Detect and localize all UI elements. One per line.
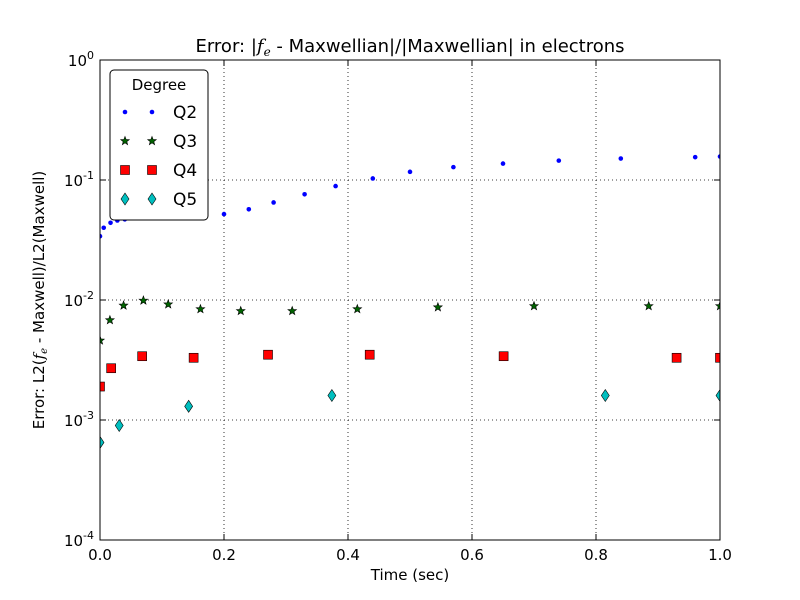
data-point-q4 — [263, 349, 273, 360]
x-axis-label: Time (sec) — [370, 566, 449, 584]
data-point-q2 — [246, 206, 252, 212]
data-point-q2 — [717, 154, 720, 159]
legend-label-q4: Q4 — [173, 161, 197, 181]
data-point-q4 — [188, 352, 199, 363]
legend-marker-q5 — [120, 192, 130, 206]
data-point-q4 — [100, 381, 105, 392]
data-point-q2 — [407, 169, 413, 175]
legend-item-q4: Q4 — [120, 161, 197, 181]
data-point-q2 — [100, 233, 103, 239]
data-point-q5 — [600, 388, 610, 403]
legend-box — [109, 69, 209, 221]
series-q3 — [100, 295, 720, 345]
data-point-q3 — [287, 305, 298, 316]
data-point-q3 — [195, 303, 206, 314]
data-point-q3 — [643, 300, 654, 311]
data-point-q3 — [235, 305, 246, 316]
data-point-q2 — [556, 158, 562, 163]
data-point-q2 — [271, 200, 276, 205]
data-point-q4 — [498, 351, 509, 362]
data-point-q5 — [327, 388, 337, 403]
data-point-q3 — [163, 299, 174, 309]
legend-marker-q4 — [120, 165, 130, 175]
legend-title: Degree — [132, 76, 187, 94]
legend-marker-q2 — [122, 109, 128, 115]
axis-ticks: 0.0 0.2 0.4 0.6 0.8 1.0 10-4 10-3 10-2 10-1 100 — [64, 49, 732, 564]
y-tick-label: 10-3 — [64, 409, 94, 430]
legend: Degree Q2 Q3 Q4 Q5 — [109, 69, 209, 221]
x-tick-label: 0.6 — [460, 546, 484, 564]
data-point-q2 — [221, 211, 227, 217]
data-point-q2 — [101, 225, 107, 231]
y-tick-label: 10-1 — [64, 169, 94, 190]
y-axis-label: Error: L2(fe - Maxwell)/L2(Maxwell) — [30, 171, 50, 430]
legend-marker-q5 — [147, 192, 157, 206]
series-q4 — [100, 349, 720, 392]
legend-items: Q2 Q3 Q4 Q5 — [119, 103, 197, 210]
y-tick-label: 100 — [68, 49, 94, 70]
data-point-q3 — [714, 300, 720, 311]
y-tick-label: 10-2 — [64, 289, 94, 310]
data-point-q5 — [114, 418, 124, 433]
data-point-q5 — [715, 388, 720, 403]
data-point-q3 — [104, 314, 116, 325]
data-point-q4 — [715, 352, 720, 363]
legend-item-q5: Q5 — [120, 190, 197, 210]
x-tick-label: 1.0 — [708, 546, 732, 564]
data-point-q5 — [100, 435, 105, 449]
data-point-q4 — [671, 352, 682, 363]
legend-label-q5: Q5 — [173, 190, 197, 210]
data-point-q2 — [302, 192, 307, 197]
y-tick-label: 10-4 — [64, 529, 94, 550]
legend-item-q3: Q3 — [119, 132, 197, 152]
data-point-q2 — [451, 164, 456, 170]
data-point-q4 — [106, 363, 116, 374]
legend-marker-q4 — [147, 165, 157, 175]
x-tick-label: 0.2 — [212, 546, 236, 564]
data-point-q4 — [137, 351, 147, 362]
legend-marker-q3 — [146, 135, 158, 146]
legend-marker-q2 — [149, 109, 155, 115]
data-point-q3 — [528, 300, 540, 311]
data-point-q2 — [618, 156, 624, 161]
legend-label-q2: Q2 — [173, 103, 197, 123]
data-point-q3 — [432, 301, 443, 312]
data-point-q2 — [370, 176, 376, 181]
x-tick-label: 0.4 — [336, 546, 360, 564]
data-point-q2 — [108, 220, 113, 226]
chart-title: Error: |fe - Maxwellian|/|Maxwellian| in… — [195, 36, 624, 59]
data-point-q4 — [364, 349, 375, 360]
x-tick-label: 0.0 — [88, 546, 112, 564]
grid-lines — [100, 60, 720, 540]
data-point-q3 — [100, 335, 106, 345]
data-point-q3 — [118, 300, 129, 310]
data-point-q2 — [692, 154, 698, 160]
legend-item-q2: Q2 — [122, 103, 197, 123]
data-point-q3 — [138, 295, 149, 305]
data-point-q5 — [184, 399, 194, 413]
legend-marker-q3 — [119, 135, 131, 146]
data-point-q2 — [333, 183, 338, 189]
x-tick-label: 0.8 — [584, 546, 608, 564]
series-q5 — [100, 388, 720, 449]
data-point-q3 — [352, 303, 363, 314]
data-point-q2 — [500, 161, 506, 166]
legend-label-q3: Q3 — [173, 132, 197, 152]
